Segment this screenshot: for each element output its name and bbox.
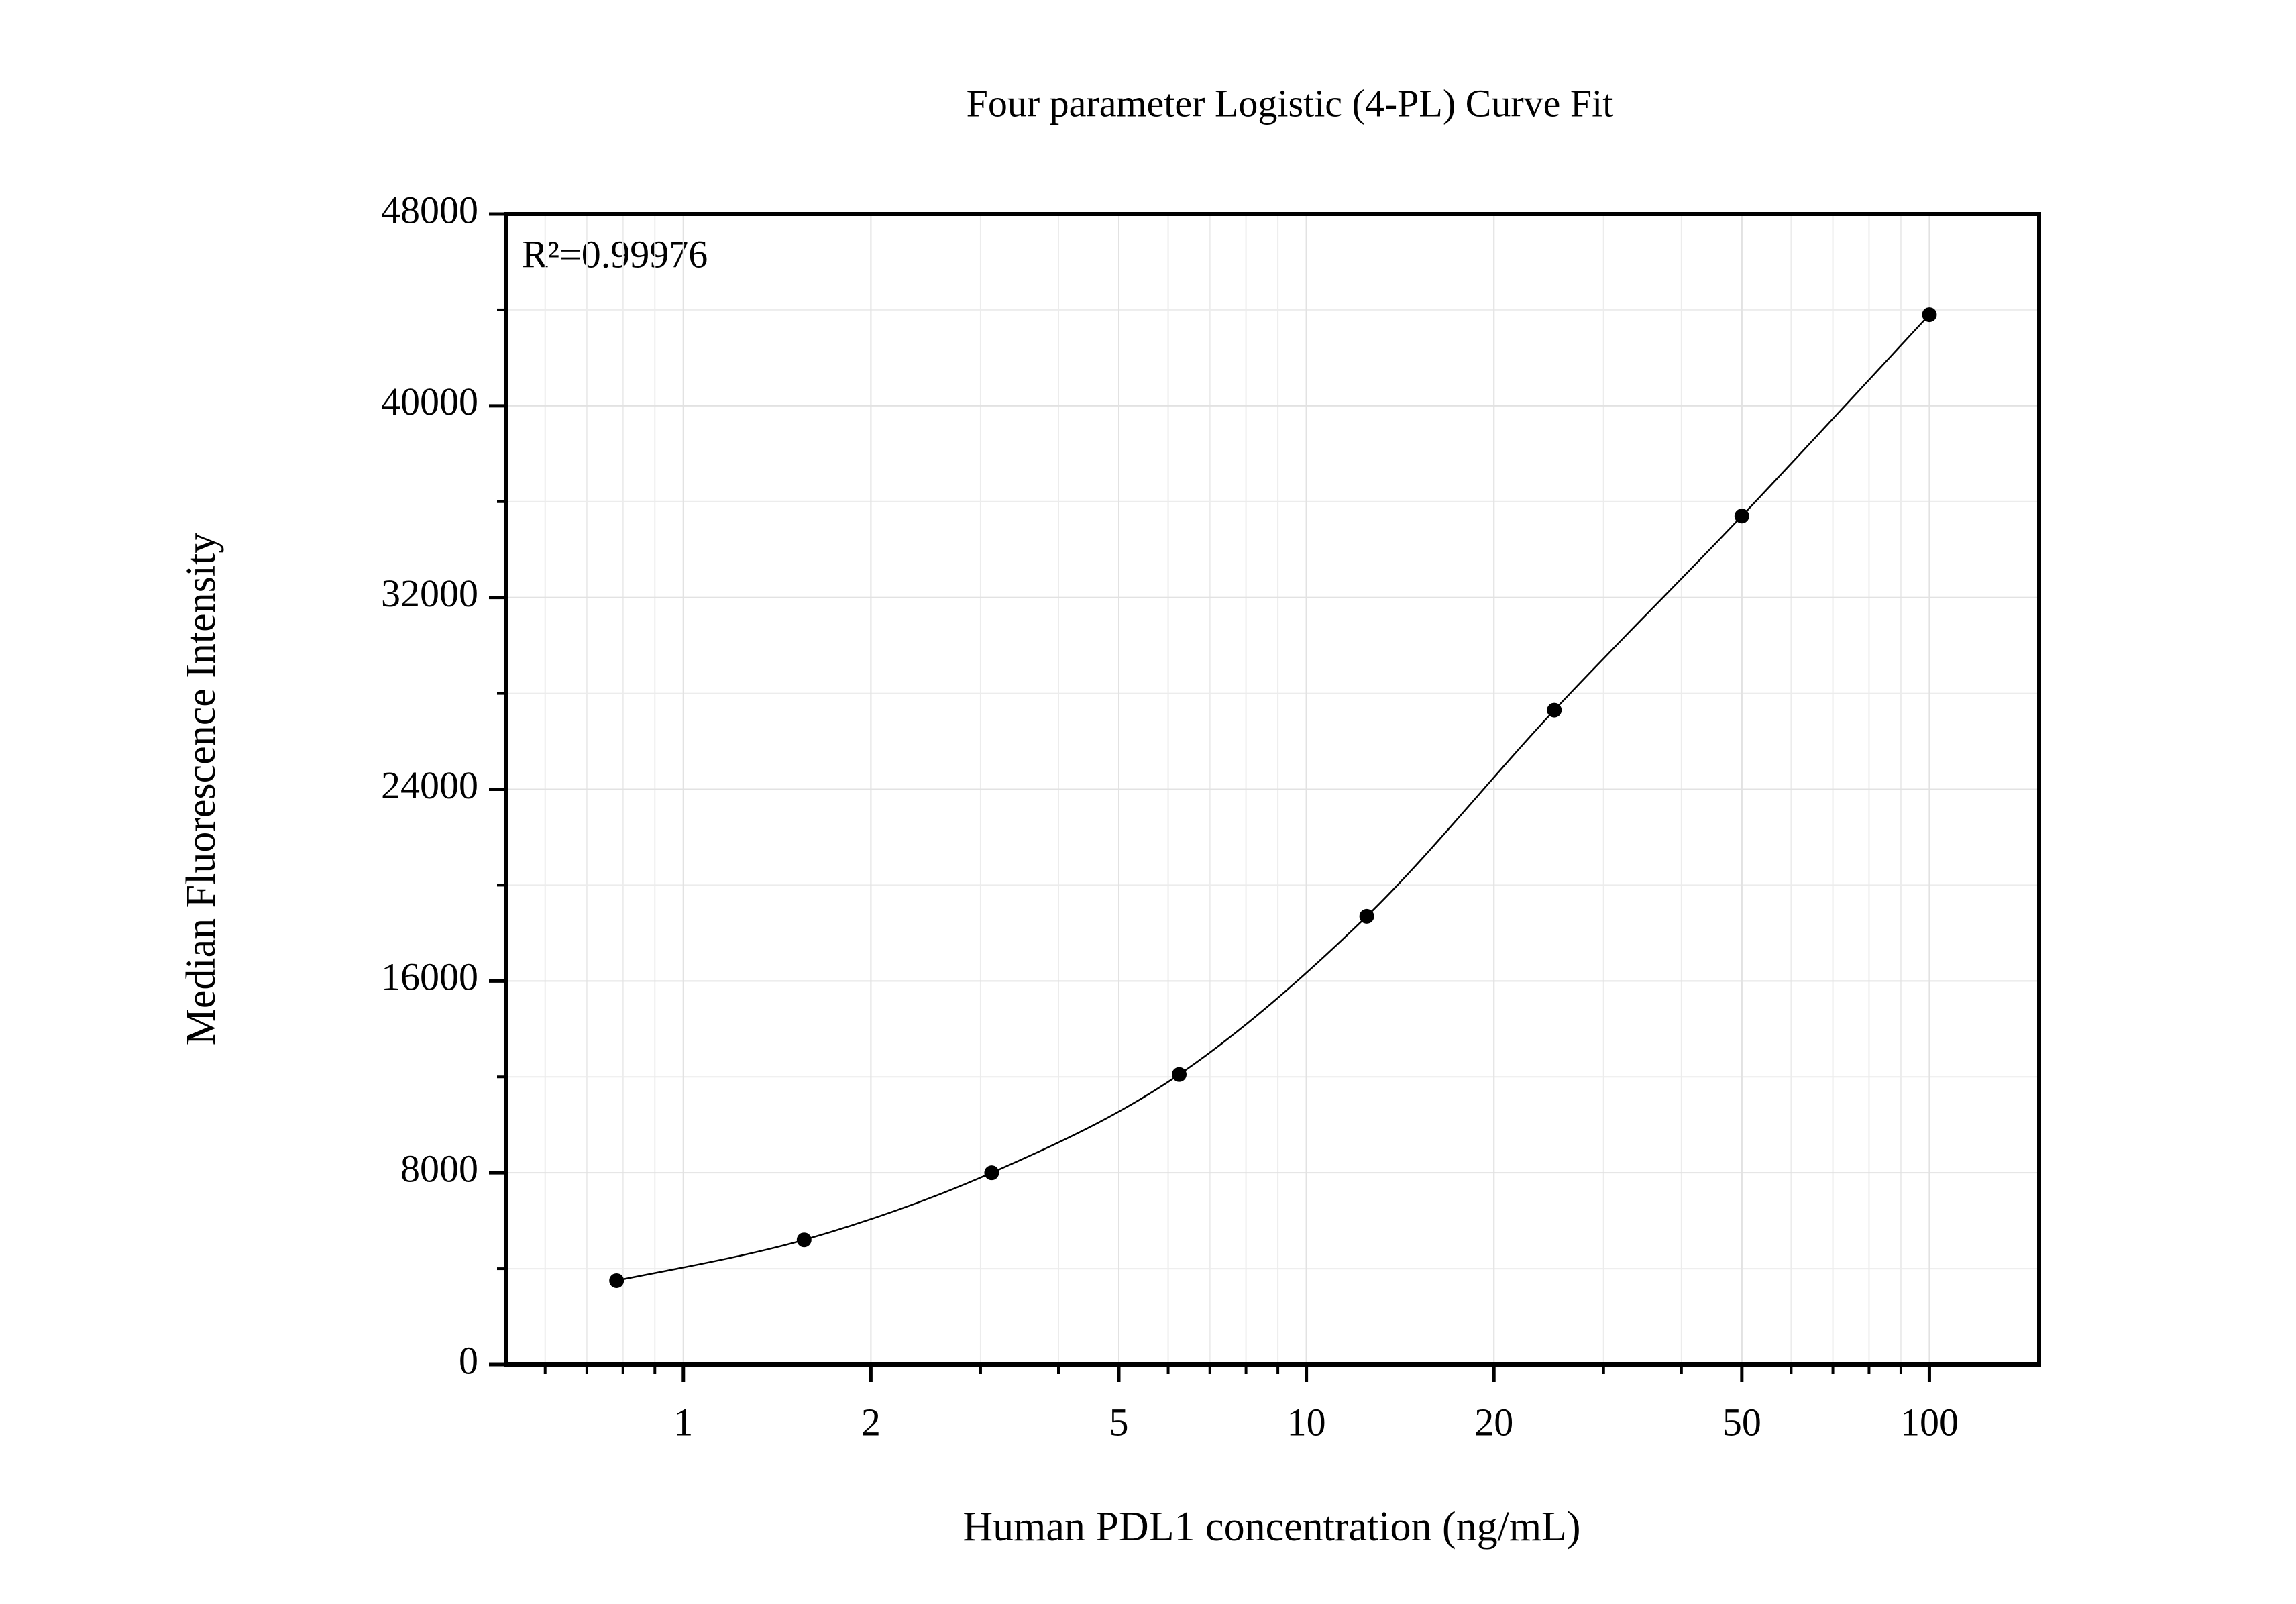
fit-curve: [616, 314, 1930, 1282]
data-point: [1359, 908, 1374, 924]
x-tick-label: 2: [861, 1400, 881, 1444]
data-point: [1547, 702, 1562, 718]
y-axis-label: Median Fluorescence Intensity: [178, 533, 224, 1045]
data-point: [1922, 307, 1937, 323]
x-tick-label: 10: [1287, 1400, 1326, 1444]
y-tick-label: 0: [459, 1338, 478, 1382]
data-point: [609, 1273, 624, 1288]
data-point: [796, 1232, 812, 1248]
data-point: [984, 1165, 999, 1181]
plot-frame: [504, 212, 2041, 1367]
x-tick-label: 100: [1900, 1400, 1959, 1444]
x-tick-label: 5: [1109, 1400, 1129, 1444]
x-tick-label: 20: [1474, 1400, 1513, 1444]
y-tick-label: 16000: [381, 955, 478, 999]
y-tick-label: 24000: [381, 763, 478, 807]
chart-title: Four parameter Logistic (4-PL) Curve Fit: [967, 81, 1614, 125]
y-tick-label: 48000: [381, 188, 478, 231]
x-axis-label: Human PDL1 concentration (ng/mL): [963, 1504, 1580, 1550]
y-tick-label: 8000: [400, 1146, 478, 1190]
data-point: [1172, 1067, 1187, 1082]
data-point: [1734, 509, 1749, 524]
y-tick-label: 32000: [381, 572, 478, 615]
y-tick-label: 40000: [381, 380, 478, 423]
x-tick-label: 50: [1723, 1400, 1761, 1444]
annotation: R²=0.99976: [522, 232, 708, 276]
x-tick-label: 1: [673, 1400, 693, 1444]
